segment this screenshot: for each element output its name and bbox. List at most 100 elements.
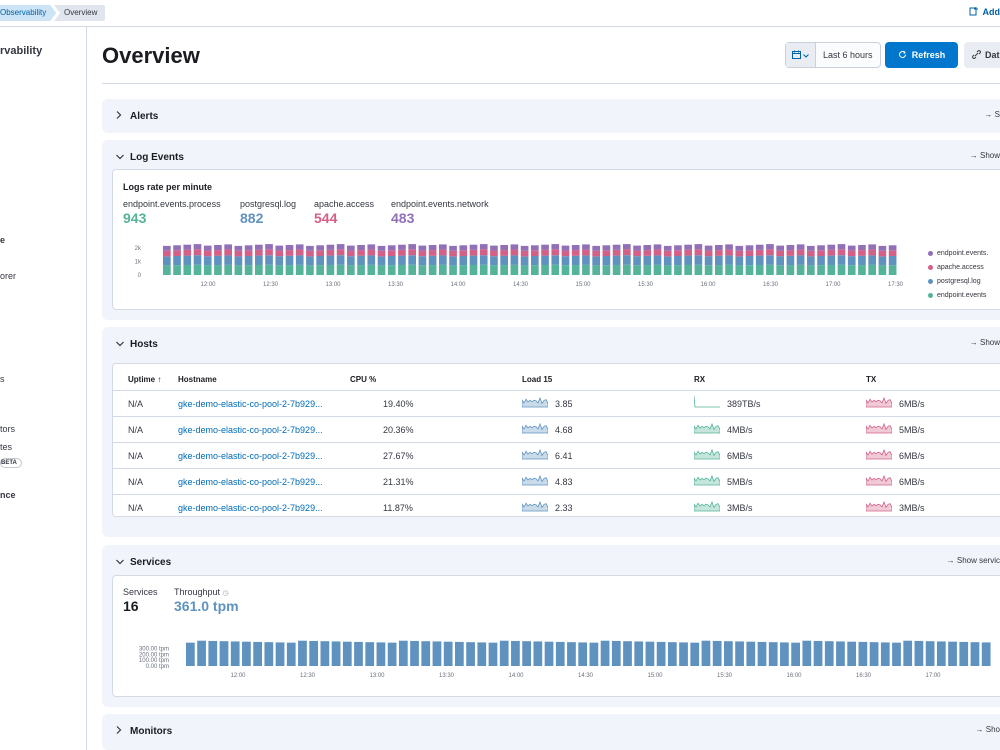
log-bar-segment bbox=[817, 255, 825, 266]
column-header-uptime[interactable]: Uptime ↑ bbox=[128, 375, 162, 384]
log-bar-segment bbox=[336, 264, 345, 275]
monitors-section-header[interactable]: Monitors bbox=[102, 714, 1000, 748]
log-bar-segment bbox=[398, 244, 406, 250]
log-bar-segment bbox=[193, 249, 202, 256]
sidebar-item-overview[interactable]: e bbox=[0, 235, 6, 245]
legend-item[interactable]: apache.access bbox=[928, 264, 984, 271]
monitors-show-link[interactable]: → Sho bbox=[976, 725, 1000, 734]
sidebar-item-hosts[interactable]: s bbox=[0, 374, 5, 384]
add-data-link[interactable]: Add bbox=[969, 6, 1000, 18]
log-bar-segment bbox=[173, 250, 181, 256]
column-header-rx[interactable]: RX bbox=[694, 375, 706, 384]
log-bar-segment bbox=[858, 255, 866, 266]
log-bar-segment bbox=[612, 249, 621, 256]
log-bar-segment bbox=[255, 249, 263, 256]
data-view-button[interactable]: Dat bbox=[964, 42, 1000, 68]
log-bar-segment bbox=[418, 256, 427, 266]
load-sparkline bbox=[522, 474, 548, 486]
log-bar-segment bbox=[500, 250, 508, 256]
sidebar-item-monitors[interactable]: tors bbox=[0, 424, 16, 434]
throughput-bar bbox=[679, 642, 688, 666]
log-bar-segment bbox=[326, 249, 335, 256]
hostname-link[interactable]: gke-demo-elastic-co-pool-2-7b929... bbox=[178, 425, 323, 435]
cpu-cell: 27.67% bbox=[383, 451, 414, 461]
log-bar-segment bbox=[367, 244, 376, 250]
log-bar-segment bbox=[183, 264, 192, 275]
log-bar-segment bbox=[643, 245, 652, 251]
services-section-header[interactable]: Services bbox=[102, 545, 1000, 579]
table-row: N/A gke-demo-elastic-co-pool-2-7b929... 21… bbox=[113, 468, 1000, 494]
sidebar-item-certificates[interactable]: tes bbox=[0, 442, 13, 452]
sidebar-item-user-experience[interactable]: nce bbox=[0, 490, 16, 500]
log-bar-segment bbox=[571, 250, 580, 256]
log-bar-segment bbox=[725, 249, 733, 256]
services-show-link[interactable]: → Show servic bbox=[947, 556, 1000, 565]
refresh-label: Refresh bbox=[911, 50, 946, 60]
throughput-bar bbox=[208, 640, 218, 666]
log-bar-segment bbox=[541, 264, 549, 275]
hosts-section-header[interactable]: Hosts bbox=[102, 327, 1000, 361]
quick-select-button[interactable] bbox=[786, 43, 816, 67]
hostname-link[interactable]: gke-demo-elastic-co-pool-2-7b929... bbox=[178, 503, 323, 513]
uptime-cell: N/A bbox=[128, 399, 144, 409]
logs-rate-chart: 0 1k 2k 12:00 12:30 13:00 13:30 14:00 14:30 15:00… bbox=[135, 244, 904, 288]
log-bar-segment bbox=[837, 249, 846, 256]
legend-dot bbox=[928, 279, 933, 284]
legend-item[interactable]: endpoint.events. bbox=[928, 250, 988, 257]
hosts-show-link[interactable]: → Show bbox=[970, 338, 1000, 347]
log-bar-segment bbox=[336, 244, 345, 250]
alerts-show-link[interactable]: → S bbox=[984, 110, 1000, 119]
log-bar-segment bbox=[582, 255, 590, 265]
log-bar-segment bbox=[490, 245, 498, 251]
refresh-button[interactable]: Refresh bbox=[885, 42, 958, 68]
column-header-hostname[interactable]: Hostname bbox=[178, 375, 217, 384]
log-bar-segment bbox=[868, 264, 876, 275]
legend-label: apache.access bbox=[937, 264, 984, 271]
log-bar-segment bbox=[755, 249, 764, 256]
hosts-link-label: Show bbox=[979, 338, 1000, 347]
log-bar-segment bbox=[408, 249, 416, 256]
legend-item[interactable]: endpoint.events bbox=[928, 292, 986, 299]
column-header-tx[interactable]: TX bbox=[866, 375, 877, 384]
column-header-cpu[interactable]: CPU % bbox=[350, 375, 377, 384]
column-header-load[interactable]: Load 15 bbox=[522, 375, 553, 384]
log-bar-segment bbox=[163, 245, 171, 251]
breadcrumb-observability[interactable]: Observability bbox=[0, 5, 56, 21]
log-bar-segment bbox=[561, 250, 570, 257]
log-events-show-link[interactable]: → Show bbox=[970, 151, 1000, 160]
date-picker[interactable]: Last 6 hours bbox=[785, 42, 881, 68]
log-bar-segment bbox=[510, 244, 519, 250]
log-bar-segment bbox=[234, 245, 243, 251]
log-bar-segment bbox=[459, 245, 468, 251]
log-bar-segment bbox=[755, 264, 764, 275]
y-tick-label: 2k bbox=[135, 246, 142, 252]
log-bar-segment bbox=[295, 255, 304, 265]
alerts-section: Alerts → S bbox=[102, 99, 1000, 133]
load-sparkline bbox=[522, 396, 548, 408]
log-bar-segment bbox=[203, 245, 212, 251]
alerts-section-header[interactable]: Alerts bbox=[102, 99, 1000, 133]
x-tick-label: 12:00 bbox=[230, 673, 246, 679]
log-bar-segment bbox=[643, 265, 652, 275]
throughput-bar bbox=[880, 642, 890, 666]
y-tick-label: 1k bbox=[135, 260, 142, 266]
hostname-link[interactable]: gke-demo-elastic-co-pool-2-7b929... bbox=[178, 477, 323, 487]
date-range-label[interactable]: Last 6 hours bbox=[823, 50, 873, 60]
chevron-down-icon bbox=[116, 339, 126, 349]
sidebar-item-explorer[interactable]: orer bbox=[0, 271, 17, 281]
log-bar-segment bbox=[541, 255, 549, 265]
hostname-link[interactable]: gke-demo-elastic-co-pool-2-7b929... bbox=[178, 399, 323, 409]
legend-item[interactable]: postgresql.log bbox=[928, 278, 981, 285]
log-bar-segment bbox=[449, 250, 457, 257]
log-bar-segment bbox=[316, 245, 324, 251]
info-icon[interactable]: ◷ bbox=[222, 590, 229, 597]
log-bar-segment bbox=[326, 255, 335, 265]
hostname-link[interactable]: gke-demo-elastic-co-pool-2-7b929... bbox=[178, 451, 323, 461]
log-bar-segment bbox=[306, 265, 314, 275]
log-bar-segment bbox=[387, 245, 396, 251]
throughput-bar bbox=[275, 642, 285, 666]
log-events-section-header[interactable]: Log Events bbox=[102, 140, 1000, 174]
log-bar-segment bbox=[326, 264, 335, 275]
log-bar-segment bbox=[531, 255, 539, 266]
log-bar-segment bbox=[796, 264, 805, 275]
